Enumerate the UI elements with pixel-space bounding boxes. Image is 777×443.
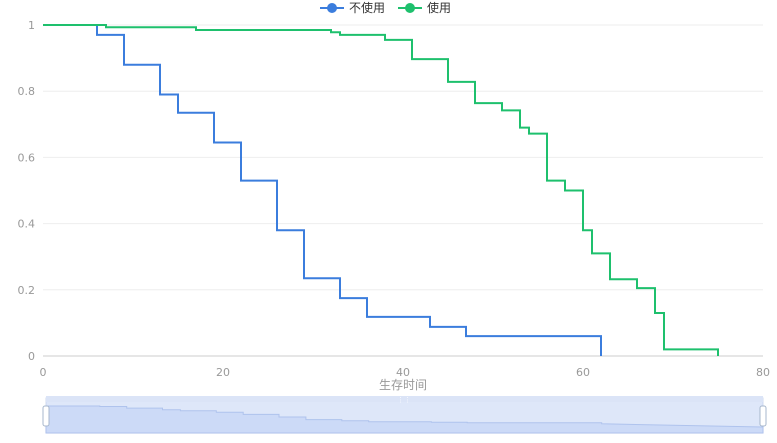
legend-label-series-0: 不使用 <box>349 0 385 15</box>
data-zoom-handle-left[interactable] <box>42 405 50 427</box>
legend[interactable]: 不使用 使用 <box>320 0 451 15</box>
y-tick-label: 0 <box>28 350 35 363</box>
data-zoom-grip-icon: ⋮⋮ <box>397 396 411 404</box>
x-tick-label: 80 <box>756 366 770 379</box>
legend-item-series-0[interactable]: 不使用 <box>320 0 385 15</box>
x-tick-label: 60 <box>576 366 590 379</box>
grid-layer <box>43 24 763 357</box>
legend-marker-series-1 <box>405 3 415 13</box>
data-zoom-selected-range[interactable] <box>46 398 763 433</box>
data-zoom-slider[interactable]: ⋮⋮ <box>42 396 767 434</box>
x-tick-label: 0 <box>40 366 47 379</box>
series-layer <box>43 24 719 356</box>
legend-item-series-1[interactable]: 使用 <box>398 0 451 15</box>
data-zoom-top-bar[interactable] <box>46 396 763 402</box>
legend-label-series-1: 使用 <box>427 0 451 15</box>
y-tick-label: 1 <box>28 19 35 32</box>
data-zoom-handle-right[interactable] <box>759 405 767 427</box>
legend-marker-series-0 <box>327 3 337 13</box>
axis-layer: 0 0.2 0.4 0.6 0.8 1 0 20 40 60 80 <box>18 19 771 379</box>
series-line-0[interactable] <box>43 24 602 356</box>
y-tick-label: 0.2 <box>18 284 36 297</box>
x-tick-label: 20 <box>216 366 230 379</box>
x-axis-title: 生存时间 <box>379 378 427 392</box>
x-tick-label: 40 <box>396 366 410 379</box>
y-tick-label: 0.8 <box>18 85 36 98</box>
y-tick-label: 0.6 <box>18 151 36 164</box>
series-line-1[interactable] <box>43 24 719 356</box>
y-tick-label: 0.4 <box>18 218 36 231</box>
data-zoom-preview-area <box>45 405 764 434</box>
